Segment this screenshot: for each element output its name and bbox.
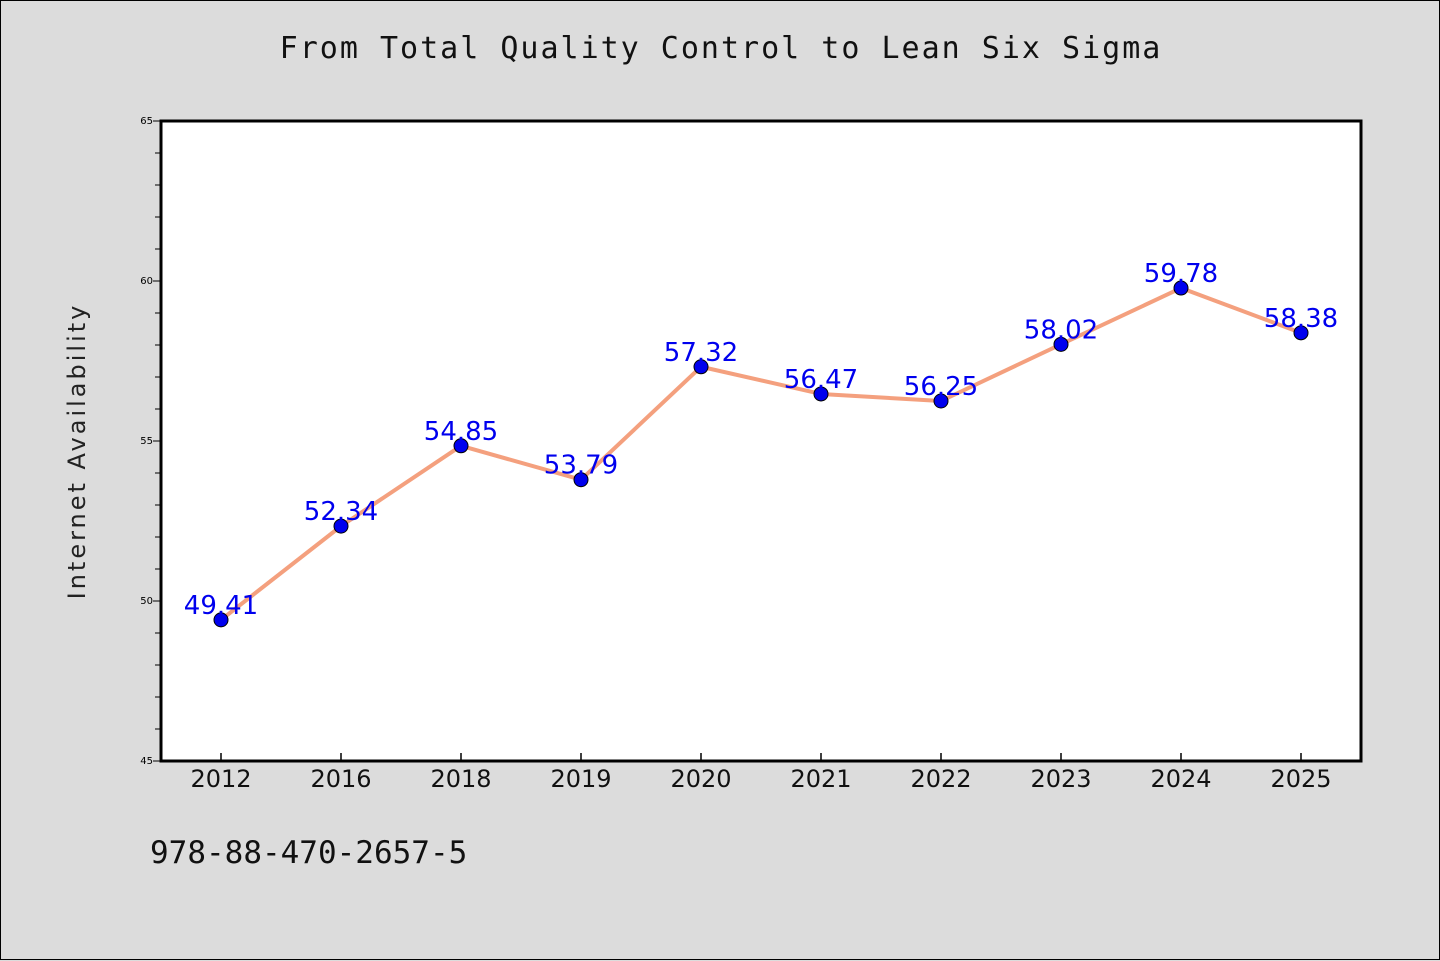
- data-point: [1173, 280, 1189, 296]
- plot-area: [159, 119, 1363, 763]
- y-tick-label: 50: [140, 596, 153, 607]
- y-tick-label: 60: [140, 276, 153, 287]
- y-tick-label: 45: [140, 756, 153, 767]
- x-tick-label: 2020: [670, 765, 731, 793]
- y-tick-label: 55: [140, 436, 153, 447]
- data-label: 56.25: [904, 372, 978, 402]
- series-line: [219, 286, 1303, 622]
- data-point: [933, 393, 949, 409]
- x-tick-label: 2025: [1270, 765, 1331, 793]
- data-point: [1053, 336, 1069, 352]
- data-label: 49.41: [184, 591, 258, 621]
- x-tick-label: 2012: [190, 765, 251, 793]
- footer-isbn: 978-88-470-2657-5: [150, 835, 468, 871]
- data-point: [693, 359, 709, 375]
- data-label: 52.34: [304, 497, 378, 527]
- x-tick-label: 2019: [550, 765, 611, 793]
- data-label: 56.47: [784, 365, 858, 395]
- x-tick-label: 2024: [1150, 765, 1211, 793]
- data-label: 53.79: [544, 451, 618, 481]
- x-tick-label: 2023: [1030, 765, 1091, 793]
- x-tick-label: 2016: [310, 765, 371, 793]
- data-label: 57.32: [664, 338, 738, 368]
- data-label: 59.78: [1144, 259, 1218, 289]
- data-point: [213, 612, 229, 628]
- data-label: 54.85: [424, 417, 498, 447]
- data-label: 58.38: [1264, 304, 1338, 334]
- data-label: 58.02: [1024, 315, 1098, 345]
- chart-title: From Total Quality Control to Lean Six S…: [279, 31, 1163, 66]
- x-tick-label: 2018: [430, 765, 491, 793]
- data-point: [453, 438, 469, 454]
- data-point: [813, 386, 829, 402]
- data-point: [333, 518, 349, 534]
- data-point: [1293, 325, 1309, 341]
- x-tick-label: 2021: [790, 765, 851, 793]
- x-tick-label: 2022: [910, 765, 971, 793]
- data-point: [573, 472, 589, 488]
- y-tick-label: 65: [140, 116, 153, 127]
